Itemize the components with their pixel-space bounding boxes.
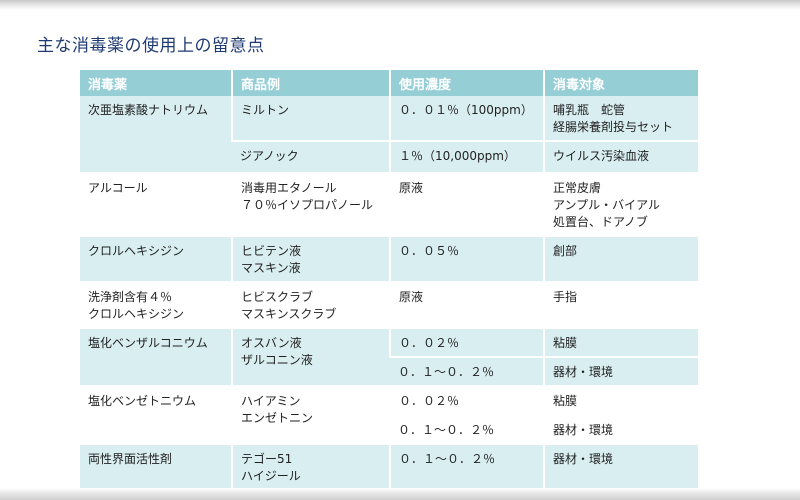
table-row: 塩化ベンゼトニウム ハイアミン エンゼトニン ０．０２％ 粘膜 [80,386,698,445]
cell-concentration: ０．０１％（100ppm） [389,96,544,142]
cell-target: ウイルス汚染血液 [543,140,698,174]
table-row: ０．１～０．２％ 器材・環境 [80,414,698,445]
bottom-border-band [0,488,800,500]
table-row: ジアノック １％（10,000ppm） ウイルス汚染血液 [80,140,698,174]
header-row: 消毒薬 商品例 使用濃度 消毒対象 [80,70,698,96]
cell-concentration: ０．１～０．２％ [389,444,544,491]
col-header-product: 商品例 [231,70,390,96]
cell-concentration: ０．０２％ [389,328,544,358]
cell-concentration: ０．０２％ [389,386,544,416]
cell-product: ジアノック [232,140,390,174]
cell-agent: 塩化ベンゼトニウム [80,386,232,445]
page-title: 主な消毒薬の使用上の留意点 [37,36,265,56]
table-row: アルコール 消毒用エタノール ７０％イソプロパノール 原液 正常皮膚 アンプル・バイ… [80,173,698,237]
cell-agent: 両性界面活性剤 [80,444,232,491]
cell-concentration: 原液 [389,173,544,237]
cell-agent: 洗浄剤含有４％ クロルヘキシジン [80,282,232,329]
top-border-band [0,0,800,10]
cell-product: テゴー51 ハイジール [231,444,390,491]
cell-target: 創部 [543,236,698,283]
cell-product: 消毒用エタノール ７０％イソプロパノール [231,173,390,237]
cell-product: ヒビテン液 マスキン液 [231,236,390,283]
cell-product: ミルトン [231,96,390,142]
cell-target: 粘膜 [543,386,698,416]
disinfectant-table: 消毒薬 商品例 使用濃度 消毒対象 次亜塩素酸ナトリウム ミルトン ０．０１％（… [80,70,698,491]
cell-target: 粘膜 [543,328,698,358]
table-row: 次亜塩素酸ナトリウム ミルトン ０．０１％（100ppm） 哺乳瓶 蛇管 経腸栄養… [80,96,698,174]
col-header-agent: 消毒薬 [80,70,232,96]
table-row: 洗浄剤含有４％ クロルヘキシジン ヒビスクラブ マスキンスクラブ 原液 手指 [80,282,698,329]
cell-concentration: ０．０５％ [389,236,544,283]
col-header-target: 消毒対象 [543,70,698,96]
cell-target: 哺乳瓶 蛇管 経腸栄養剤投与セット [543,96,698,142]
table-row: 両性界面活性剤 テゴー51 ハイジール ０．１～０．２％ 器材・環境 [80,444,698,491]
table-row: ０．１～０．２％ 器材・環境 [80,356,698,387]
cell-concentration: 原液 [389,282,544,329]
cell-target: 器材・環境 [543,444,698,491]
cell-concentration: １％（10,000ppm） [389,140,544,174]
cell-target: 器材・環境 [543,356,698,387]
cell-agent: クロルヘキシジン [80,236,232,283]
cell-concentration: ０．１～０．２％ [390,356,544,387]
cell-agent: アルコール [80,173,232,237]
cell-target: 手指 [543,282,698,329]
table-row: 塩化ベンザルコニウム オスバン液 ザルコニン液 ０．０２％ 粘膜 [80,328,698,387]
cell-concentration: ０．１～０．２％ [390,414,544,445]
cell-product: オスバン液 ザルコニン液 [231,328,390,387]
cell-target: 器材・環境 [543,414,698,445]
cell-product: ヒビスクラブ マスキンスクラブ [231,282,390,329]
cell-product: ハイアミン エンゼトニン [231,386,390,445]
col-header-concentration: 使用濃度 [389,70,544,96]
table-row: クロルヘキシジン ヒビテン液 マスキン液 ０．０５％ 創部 [80,236,698,283]
cell-agent: 塩化ベンザルコニウム [80,328,232,387]
cell-agent: 次亜塩素酸ナトリウム [80,96,232,174]
cell-target: 正常皮膚 アンプル・バイアル 処置台、ドアノブ [543,173,698,237]
